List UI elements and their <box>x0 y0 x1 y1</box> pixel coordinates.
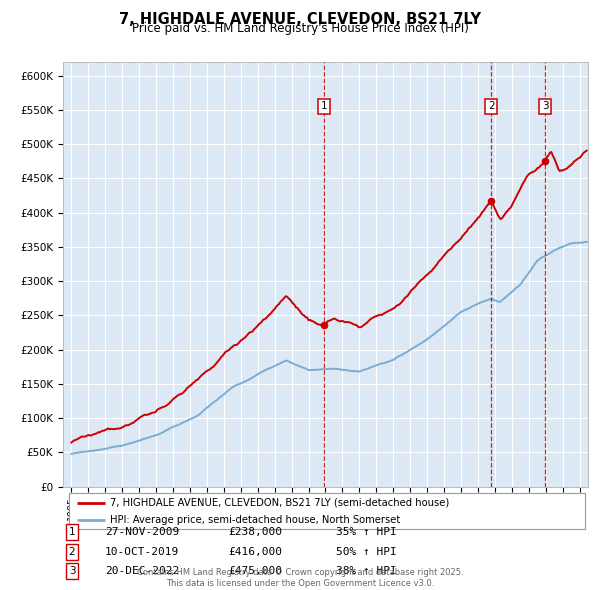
Text: 1: 1 <box>68 527 76 537</box>
Text: Contains HM Land Registry data © Crown copyright and database right 2025.
This d: Contains HM Land Registry data © Crown c… <box>137 568 463 588</box>
Text: 50% ↑ HPI: 50% ↑ HPI <box>336 547 397 556</box>
Text: 1: 1 <box>320 101 327 112</box>
Text: 38% ↑ HPI: 38% ↑ HPI <box>336 566 397 576</box>
Text: 2: 2 <box>488 101 494 112</box>
Text: 35% ↑ HPI: 35% ↑ HPI <box>336 527 397 537</box>
Text: 27-NOV-2009: 27-NOV-2009 <box>105 527 179 537</box>
Text: £238,000: £238,000 <box>228 527 282 537</box>
Text: 3: 3 <box>542 101 548 112</box>
Text: HPI: Average price, semi-detached house, North Somerset: HPI: Average price, semi-detached house,… <box>110 515 401 525</box>
Text: 7, HIGHDALE AVENUE, CLEVEDON, BS21 7LY: 7, HIGHDALE AVENUE, CLEVEDON, BS21 7LY <box>119 12 481 27</box>
Text: 7, HIGHDALE AVENUE, CLEVEDON, BS21 7LY (semi-detached house): 7, HIGHDALE AVENUE, CLEVEDON, BS21 7LY (… <box>110 497 449 507</box>
Text: £416,000: £416,000 <box>228 547 282 556</box>
Text: 2: 2 <box>68 547 76 556</box>
Text: 3: 3 <box>68 566 76 576</box>
FancyBboxPatch shape <box>69 493 585 529</box>
Text: £475,000: £475,000 <box>228 566 282 576</box>
Text: 20-DEC-2022: 20-DEC-2022 <box>105 566 179 576</box>
Text: Price paid vs. HM Land Registry's House Price Index (HPI): Price paid vs. HM Land Registry's House … <box>131 22 469 35</box>
Text: 10-OCT-2019: 10-OCT-2019 <box>105 547 179 556</box>
